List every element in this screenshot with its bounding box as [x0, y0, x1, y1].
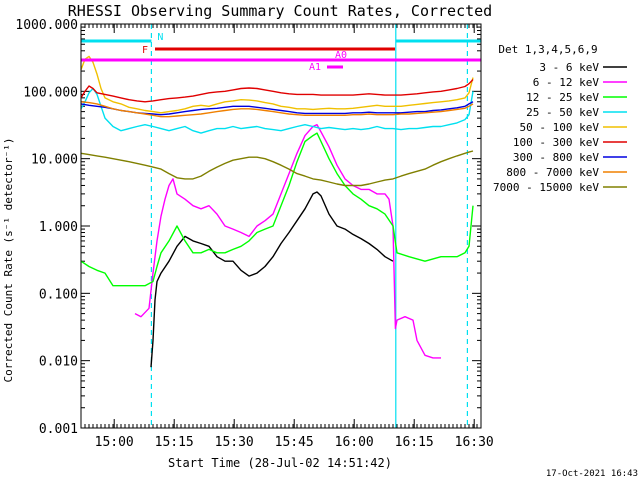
legend-label: 6 - 12 keV	[533, 76, 600, 89]
flag-label-f: F	[142, 45, 148, 56]
y-tick-label: 1000.000	[15, 18, 78, 33]
legend-label: 50 - 100 keV	[520, 121, 600, 134]
flag-label-a0: A0	[335, 50, 347, 61]
legend-label: 7000 - 15000 keV	[493, 181, 599, 194]
chart-title: RHESSI Observing Summary Count Rates, Co…	[68, 2, 492, 20]
series-line-3-6-kev	[150, 191, 394, 368]
series-line-12-25-kev	[80, 132, 474, 287]
series-line-50-100-kev	[80, 55, 474, 114]
series-line-800-7000-kev	[80, 101, 474, 118]
y-tick-label: 0.100	[39, 287, 78, 302]
x-tick-label: 16:15	[395, 435, 434, 450]
series-line-6-12-kev	[134, 123, 441, 359]
plot-frame	[80, 23, 482, 429]
legend-label: 25 - 50 keV	[526, 106, 599, 119]
x-tick-label: 15:15	[155, 435, 194, 450]
x-tick-label: 16:00	[335, 435, 374, 450]
footer-timestamp: 17-Oct-2021 16:43	[546, 469, 638, 479]
x-tick-label: 15:30	[215, 435, 254, 450]
y-tick-label: 10.000	[31, 153, 78, 168]
y-tick-label: 0.010	[39, 355, 78, 370]
x-tick-label: 15:00	[95, 435, 134, 450]
y-tick-label: 0.001	[39, 422, 78, 437]
legend-label: 12 - 25 keV	[526, 91, 599, 104]
legend-label: 3 - 6 keV	[539, 61, 599, 74]
legend-label: 100 - 300 keV	[513, 136, 599, 149]
flag-label-n: N	[157, 32, 163, 43]
flag-label-a1: A1	[309, 62, 321, 73]
y-tick-label: 1.000	[39, 220, 78, 235]
series-line-25-50-kev	[80, 87, 474, 134]
x-tick-label: 16:30	[455, 435, 494, 450]
legend-title: Det 1,3,4,5,6,9	[498, 43, 597, 56]
x-axis-label: Start Time (28-Jul-02 14:51:42)	[168, 456, 392, 470]
legend-label: 800 - 7000 keV	[506, 166, 599, 179]
series-line-300-800-kev	[80, 101, 474, 116]
x-tick-label: 15:45	[275, 435, 314, 450]
legend-label: 300 - 800 keV	[513, 151, 599, 164]
y-axis-label: Corrected Count Rate (s⁻¹ detector⁻¹)	[2, 137, 15, 382]
y-tick-label: 100.000	[23, 85, 78, 100]
series-line-100-300-kev	[80, 79, 474, 103]
plot-area: 1000.000 100.000 10.000 1.000 0.100 0.010 0.00…	[15, 18, 493, 450]
legend: 3 - 6 keV 6 - 12 keV 12 - 25 keV 25 - 50 ke…	[493, 61, 627, 194]
series-line-7000-15000-kev	[80, 150, 474, 187]
